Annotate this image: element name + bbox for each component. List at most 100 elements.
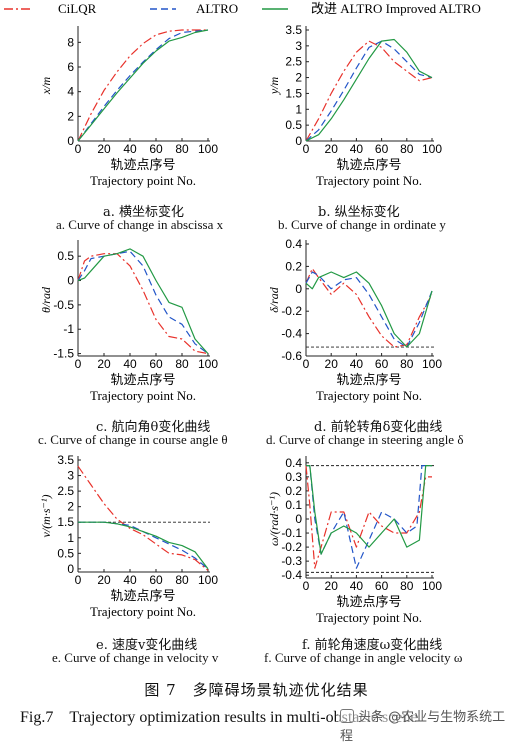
y-axis-label: θ/rad (39, 286, 53, 313)
chart-c: 0 20 40 60 80 100 -1.5 -1 -0.5 0 0.5 θ/rad 轨迹点序号Traj… (39, 240, 218, 403)
x-tick-label: 80 (400, 579, 414, 593)
y-tick-label: 0.4 (285, 456, 302, 470)
x-tick-label: 60 (375, 579, 389, 593)
y-tick-label: 0 (67, 274, 74, 288)
x-tick-label: 0 (303, 142, 310, 156)
x-axis-label-cn: 轨迹点序号 (110, 373, 175, 388)
y-tick-label: 0.4 (285, 237, 302, 251)
y-tick-label: 0.2 (285, 259, 302, 273)
x-tick-label: 60 (149, 357, 163, 371)
y-tick-label: 0 (67, 562, 74, 576)
y-tick-label: 1 (67, 531, 74, 545)
y-tick-label: 2 (295, 71, 302, 85)
caption-e-cn: e. 速度v变化曲线 (96, 638, 198, 653)
x-axis-label-en: Trajectory point No. (316, 388, 422, 403)
x-tick-label: 100 (422, 357, 442, 371)
caption-b-en: b. Curve of change in ordinate y (278, 217, 446, 232)
series-line-improved (77, 248, 209, 354)
series-line-cilqr (77, 465, 209, 571)
y-axis-label: v/(m·s⁻¹) (39, 495, 53, 538)
y-tick-label: 1 (295, 102, 302, 116)
x-tick-label: 80 (175, 142, 189, 156)
x-tick-label: 20 (97, 573, 111, 587)
x-tick-label: 20 (97, 142, 111, 156)
x-axis-label-en: Trajectory point No. (316, 610, 422, 625)
chart-b: 0 20 40 60 80 10000.511.522.533.5y/m轨迹点序号Traj… (267, 23, 442, 188)
series-line-altro (305, 40, 433, 142)
x-tick-label: 100 (422, 142, 442, 156)
x-tick-label: 100 (422, 579, 442, 593)
x-tick-label: 100 (198, 357, 218, 371)
y-tick-label: 2 (67, 500, 74, 514)
x-tick-label: 40 (123, 142, 137, 156)
y-tick-label: 0 (295, 134, 302, 148)
x-axis-label-cn: 轨迹点序号 (336, 595, 401, 610)
watermark: 头条 @农业与生物系统工程 (338, 706, 513, 744)
caption-b-cn: b. 纵坐标变化 (318, 205, 400, 220)
x-tick-label: 60 (375, 357, 389, 371)
y-tick-label: 6 (67, 60, 74, 74)
series-line-altro (77, 250, 209, 355)
series-line-improved (77, 29, 209, 142)
legend-label-cilqr: CiLQR (58, 1, 97, 16)
series-line-altro (78, 521, 209, 570)
watermark-text: 头条 @农业与生物系统工程 (340, 710, 506, 744)
y-tick-label: 3 (295, 39, 302, 53)
chart-e: 0 20 40 60 80 10000.511.522.533.5v/(m·s⁻¹)轨迹点… (39, 453, 218, 619)
watermark-logo-icon (340, 709, 354, 723)
legend-label-improved: 改进 ALTRO Improved ALTRO (311, 1, 481, 16)
x-tick-label: 60 (149, 573, 163, 587)
x-tick-label: 80 (175, 573, 189, 587)
y-tick-label: 0 (295, 512, 302, 526)
x-tick-label: 0 (75, 357, 82, 371)
x-axis-label-en: Trajectory point No. (90, 173, 196, 188)
y-axis-label: ω/(rad·s⁻¹) (267, 492, 281, 546)
x-tick-label: 60 (375, 142, 389, 156)
series-line-altro (77, 29, 209, 142)
caption-a-cn: a. 横坐标变化 (103, 205, 185, 220)
y-tick-label: -1.5 (53, 347, 74, 361)
x-tick-label: 80 (400, 357, 414, 371)
y-tick-label: 2 (67, 109, 74, 123)
y-tick-label: 0.1 (285, 498, 302, 512)
x-tick-label: 20 (325, 357, 339, 371)
y-axis-label: δ/rad (267, 286, 281, 313)
y-tick-label: 1.5 (57, 515, 74, 529)
x-tick-label: 0 (303, 357, 310, 371)
y-tick-label: -0.2 (281, 540, 302, 554)
caption-d-cn: d. 前轮转角δ变化曲线 (314, 420, 443, 435)
y-tick-label: 3 (67, 469, 74, 483)
chart-d: 0 20 40 60 80 100 -0.6 -0.4 -0.2 0 0.2 0.4 δ/rad 轨迹点序… (267, 237, 442, 403)
caption-f-cn: f. 前轮角速度ω变化曲线 (302, 638, 443, 653)
legend: CiLQR ALTRO 改进 ALTRO Improved ALTRO (4, 1, 481, 16)
y-tick-label: 0.3 (285, 470, 302, 484)
series-line-cilqr (77, 29, 208, 142)
y-tick-label: -0.6 (281, 349, 302, 363)
y-axis-label: y/m (267, 77, 281, 96)
y-tick-label: 3.5 (285, 23, 302, 37)
legend-label-altro: ALTRO (196, 1, 238, 16)
caption-c-en: c. Curve of change in course angle θ (38, 432, 228, 447)
y-tick-label: -0.1 (281, 526, 302, 540)
x-axis-label-en: Trajectory point No. (90, 388, 196, 403)
y-tick-label: -0.2 (281, 304, 302, 318)
series-line-improved (305, 271, 433, 348)
x-tick-label: 80 (175, 357, 189, 371)
y-tick-label: 0 (67, 134, 74, 148)
series-line-altro (305, 271, 433, 348)
x-tick-label: 80 (400, 142, 414, 156)
series-line-cilqr (77, 253, 209, 355)
series-line-cilqr (305, 465, 432, 569)
series-line-altro (306, 465, 432, 569)
y-tick-label: 4 (67, 85, 74, 99)
figure-title-en: Fig.7 Trajectory optimization results in… (20, 709, 418, 726)
x-tick-label: 40 (350, 357, 364, 371)
y-tick-label: 0.5 (57, 546, 74, 560)
x-tick-label: 40 (123, 357, 137, 371)
y-tick-label: 2.5 (57, 484, 74, 498)
chart-f: 0 20 40 60 80 100-0.4-0.3-0.2-0.100.10.20.30.… (267, 456, 442, 625)
series-line-improved (306, 465, 432, 555)
y-tick-label: 0.5 (57, 249, 74, 263)
caption-f-en: f. Curve of change in angle velocity ω (264, 650, 463, 665)
